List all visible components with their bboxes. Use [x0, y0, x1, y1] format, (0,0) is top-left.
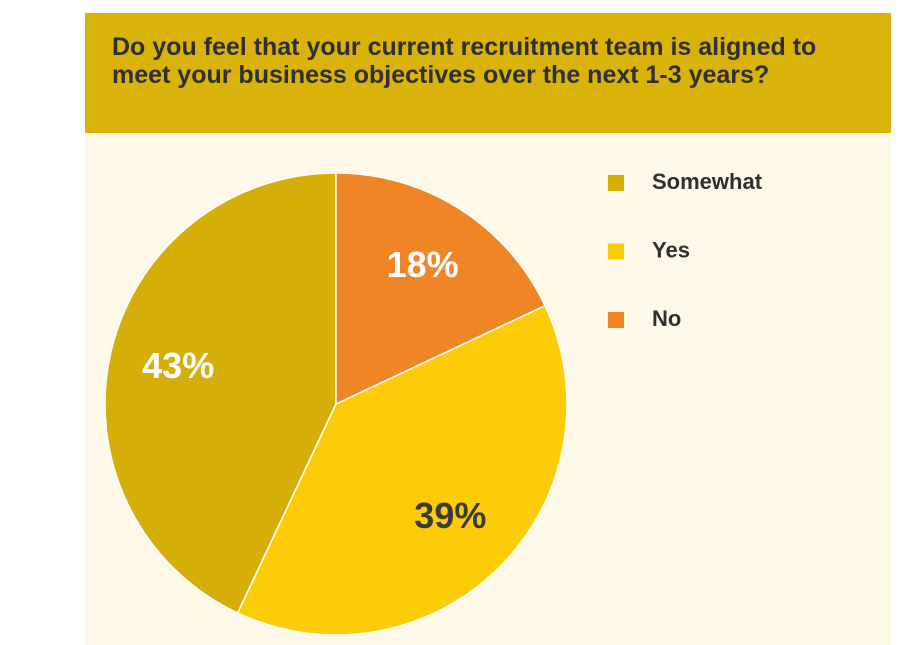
legend-swatch	[608, 175, 624, 191]
value-label: 43%	[142, 345, 214, 386]
legend-swatch	[608, 243, 624, 260]
legend-swatch	[608, 312, 624, 328]
pie-slice	[236, 304, 568, 636]
legend-label: Somewhat	[652, 169, 763, 194]
value-label: 18%	[387, 244, 459, 285]
pie-slice	[335, 172, 547, 406]
chart-title: Do you feel that your current recruitmen…	[112, 33, 817, 89]
legend-label: No	[652, 306, 681, 331]
legend-label: Yes	[652, 237, 690, 262]
header: Do you feel that your current recruitmen…	[85, 13, 891, 133]
value-label: 39%	[414, 495, 486, 536]
pie-slice	[104, 172, 337, 615]
